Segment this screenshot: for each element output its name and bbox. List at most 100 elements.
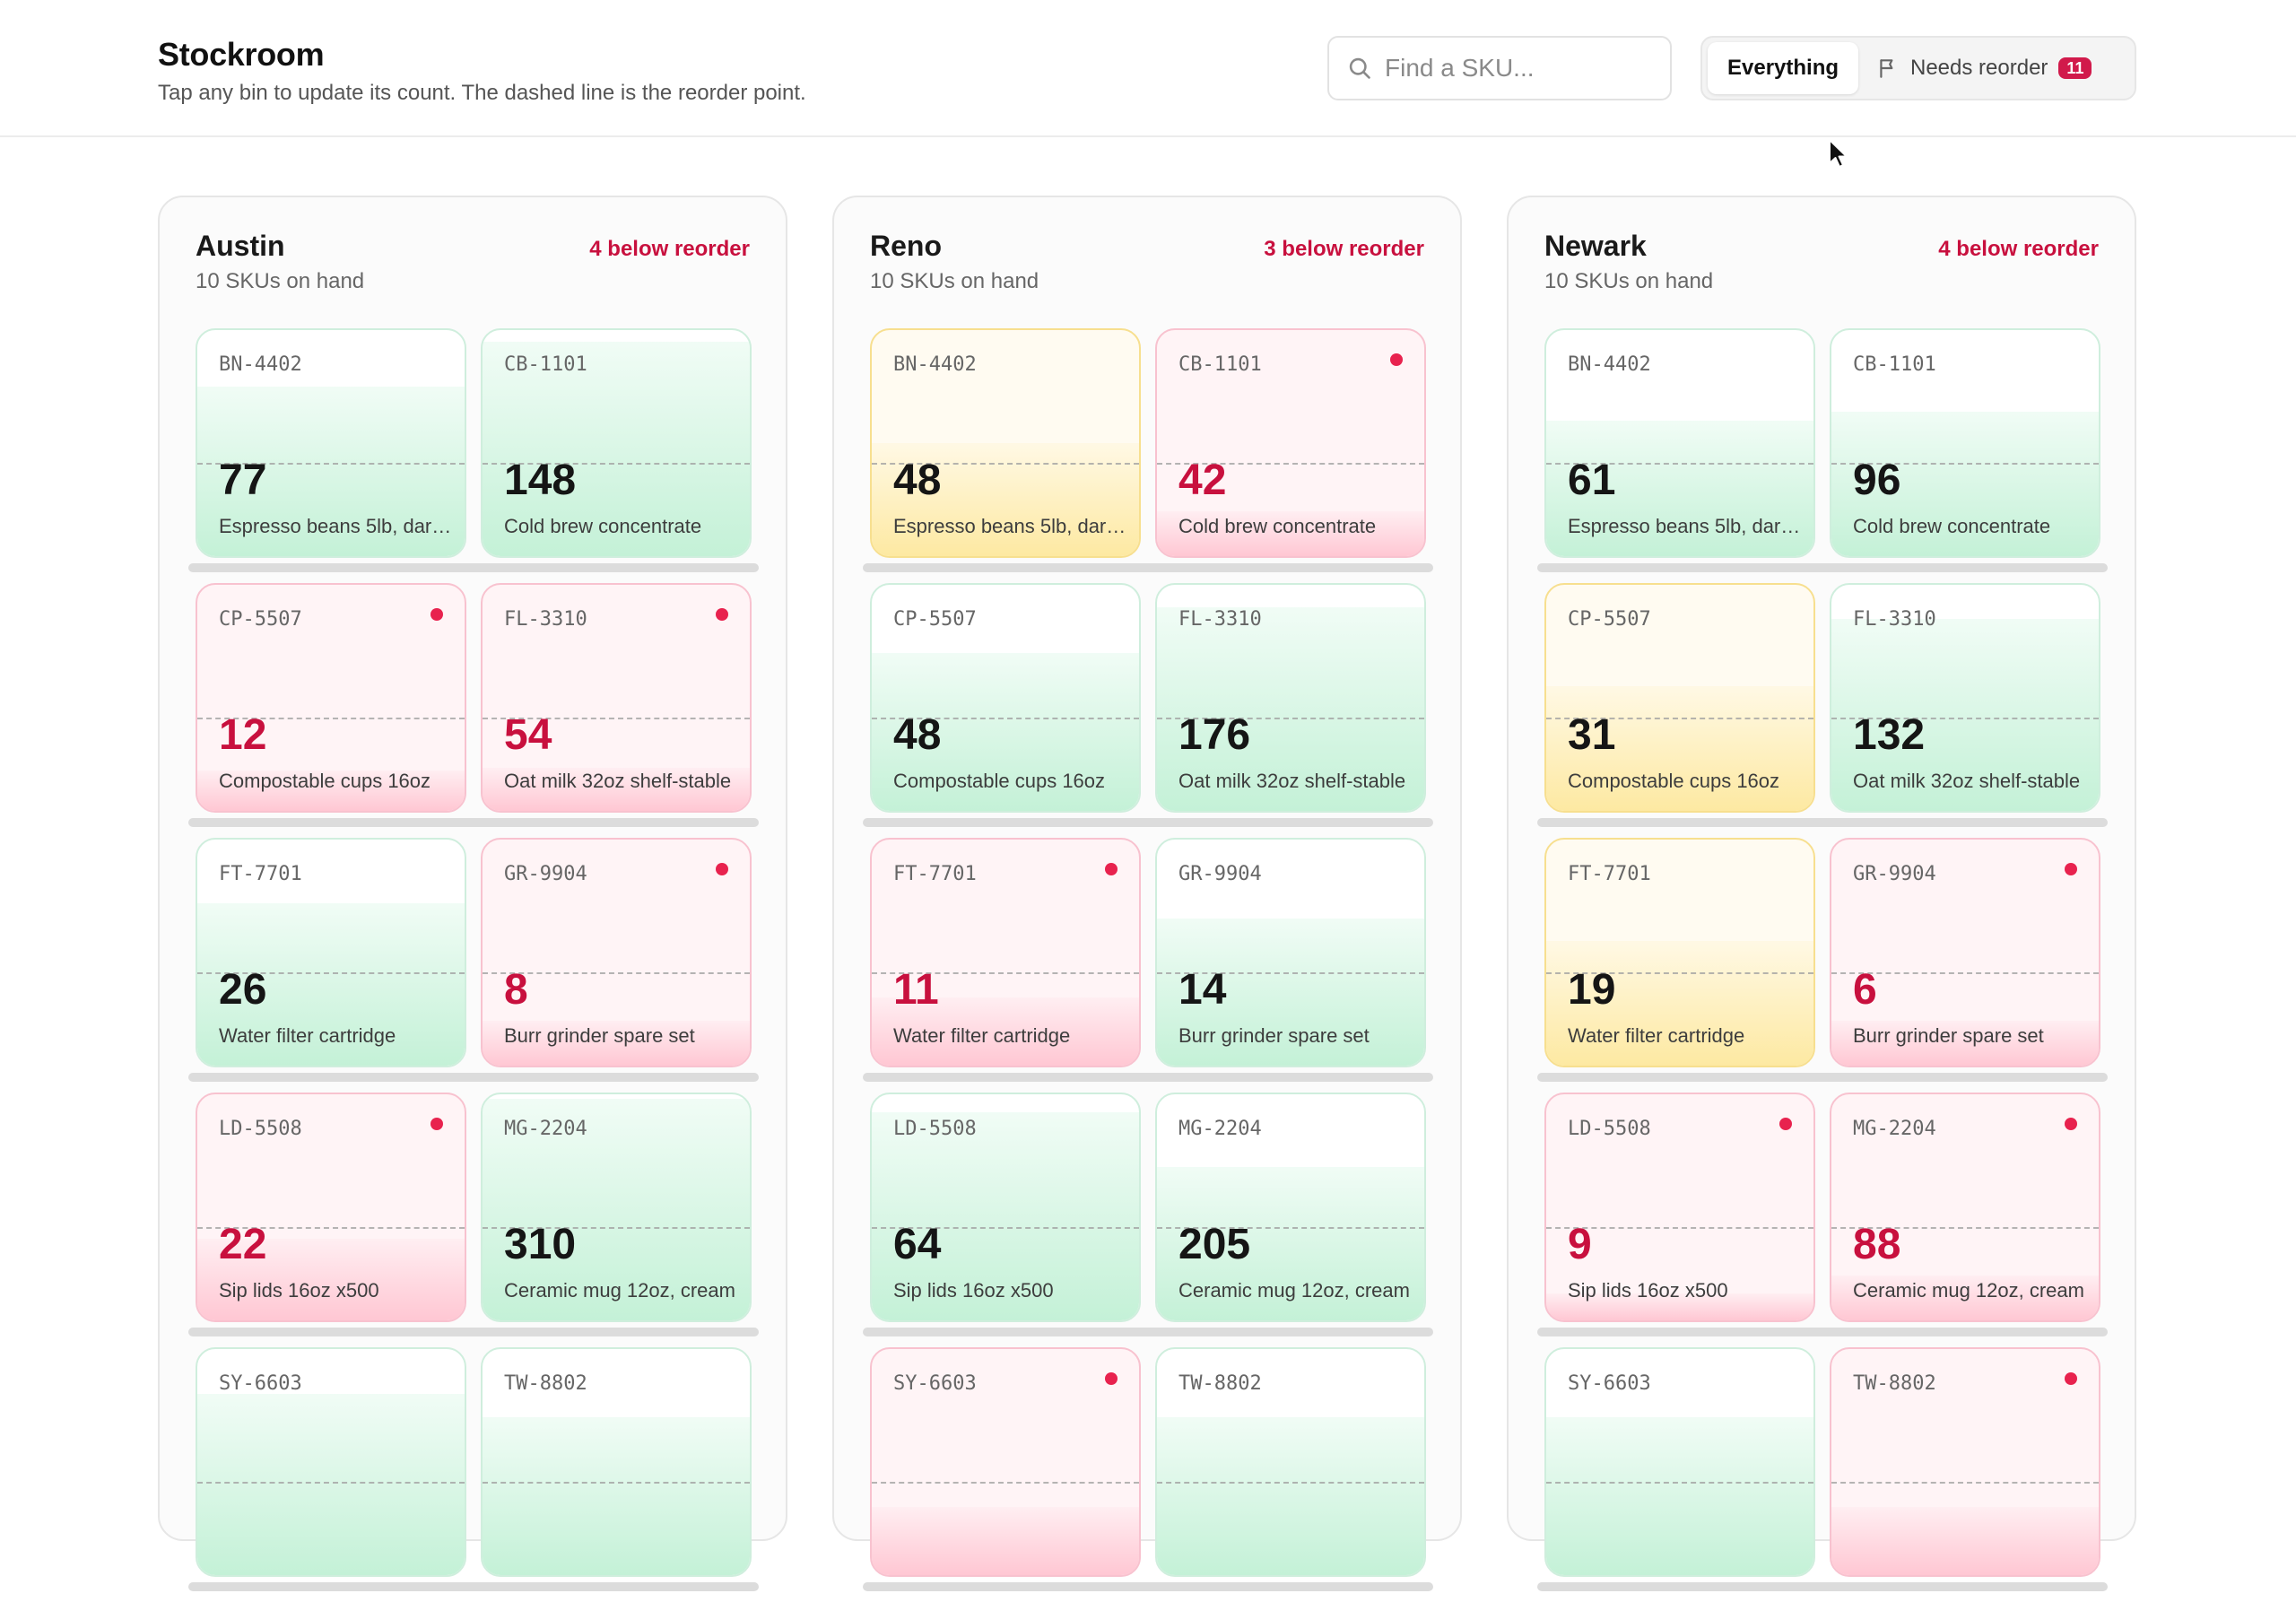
- bin-description: Espresso beans 5lb, dark roast: [1568, 515, 1803, 537]
- bin-sku: CP-5507: [1568, 608, 1651, 631]
- bin-sku: LD-5508: [893, 1118, 977, 1140]
- stock-bin[interactable]: TW-8802: [1830, 1347, 2100, 1577]
- reorder-point-line: [483, 463, 750, 465]
- bin-description: Ceramic mug 12oz, cream: [1178, 1279, 1410, 1302]
- filter-needs-reorder-label: Needs reorder: [1910, 56, 2048, 80]
- bin-description: Ceramic mug 12oz, cream: [1853, 1279, 2084, 1302]
- flag-icon: [1880, 59, 1893, 78]
- search-icon: [1349, 57, 1370, 79]
- stock-bin[interactable]: MG-2204 310 Ceramic mug 12oz, cream: [481, 1093, 752, 1322]
- shelf-divider: [863, 1328, 1433, 1336]
- bin-sku: CP-5507: [893, 608, 977, 631]
- bin-sku: MG-2204: [504, 1118, 587, 1140]
- shelf-row: FT-7701 19 Water filter cartridge GR-9904 6 B…: [1537, 838, 2108, 1093]
- bin-sku: FL-3310: [1853, 608, 1936, 631]
- reorder-alert-dot: [1105, 1372, 1118, 1385]
- stock-bin[interactable]: TW-8802: [1155, 1347, 1426, 1577]
- bin-sku: CB-1101: [504, 353, 587, 376]
- stock-bin[interactable]: FT-7701 19 Water filter cartridge: [1544, 838, 1815, 1067]
- reorder-alert-dot: [1390, 353, 1403, 366]
- bin-quantity: 8: [504, 966, 528, 1014]
- warehouse-name: Austin: [196, 230, 285, 262]
- stock-bin[interactable]: CP-5507 48 Compostable cups 16oz: [870, 583, 1141, 813]
- stock-bin[interactable]: SY-6603: [1544, 1347, 1815, 1577]
- stock-level-fill: [197, 1239, 465, 1320]
- stock-bin[interactable]: GR-9904 8 Burr grinder spare set: [481, 838, 752, 1067]
- bin-description: Sip lids 16oz x500: [1568, 1279, 1728, 1302]
- search-input[interactable]: [1385, 54, 1654, 83]
- stock-bin[interactable]: MG-2204 88 Ceramic mug 12oz, cream: [1830, 1093, 2100, 1322]
- bin-sku: TW-8802: [1178, 1372, 1262, 1395]
- stock-level-fill: [483, 768, 750, 811]
- reorder-alert-dot: [716, 608, 728, 621]
- stock-bin[interactable]: CP-5507 31 Compostable cups 16oz: [1544, 583, 1815, 813]
- warehouse-reorder-alert: 3 below reorder: [1264, 237, 1424, 261]
- stock-bin[interactable]: SY-6603: [196, 1347, 466, 1577]
- bin-quantity: 132: [1853, 711, 1926, 759]
- search-box[interactable]: [1327, 36, 1672, 100]
- bin-sku: FL-3310: [1178, 608, 1262, 631]
- warehouse-name: Newark: [1544, 230, 1647, 262]
- bin-sku: BN-4402: [893, 353, 977, 376]
- reorder-point-line: [1546, 1227, 1813, 1229]
- stock-bin[interactable]: CB-1101 42 Cold brew concentrate: [1155, 328, 1426, 558]
- stock-bin[interactable]: MG-2204 205 Ceramic mug 12oz, cream: [1155, 1093, 1426, 1322]
- bin-quantity: 31: [1568, 711, 1616, 759]
- bin-description: Sip lids 16oz x500: [219, 1279, 379, 1302]
- reorder-point-line: [1157, 463, 1424, 465]
- stock-bin[interactable]: FL-3310 132 Oat milk 32oz shelf-stable: [1830, 583, 2100, 813]
- bin-sku: GR-9904: [1178, 863, 1262, 885]
- shelf-divider: [188, 563, 759, 572]
- stock-level-fill: [1157, 510, 1424, 556]
- stock-bin[interactable]: GR-9904 14 Burr grinder spare set: [1155, 838, 1426, 1067]
- stock-bin[interactable]: LD-5508 22 Sip lids 16oz x500: [196, 1093, 466, 1322]
- stock-bin[interactable]: CP-5507 12 Compostable cups 16oz: [196, 583, 466, 813]
- reorder-point-line: [1831, 463, 2099, 465]
- shelf-row: BN-4402 48 Espresso beans 5lb, dark roast C…: [863, 328, 1433, 583]
- reorder-point-line: [483, 1482, 750, 1484]
- bin-quantity: 26: [219, 966, 267, 1014]
- stock-bin[interactable]: FL-3310 54 Oat milk 32oz shelf-stable: [481, 583, 752, 813]
- bin-description: Cold brew concentrate: [1178, 515, 1377, 537]
- bin-sku: TW-8802: [504, 1372, 587, 1395]
- stock-bin[interactable]: TW-8802: [481, 1347, 752, 1577]
- stock-bin[interactable]: GR-9904 6 Burr grinder spare set: [1830, 838, 2100, 1067]
- reorder-point-line: [1157, 718, 1424, 719]
- bin-sku: CB-1101: [1853, 353, 1936, 376]
- stock-bin[interactable]: BN-4402 61 Espresso beans 5lb, dark roast: [1544, 328, 1815, 558]
- mouse-cursor-icon: [1829, 139, 1848, 168]
- shelf-row: BN-4402 61 Espresso beans 5lb, dark roast C…: [1537, 328, 2108, 583]
- bin-sku: MG-2204: [1853, 1118, 1936, 1140]
- stock-bin[interactable]: LD-5508 9 Sip lids 16oz x500: [1544, 1093, 1815, 1322]
- stock-level-fill: [1546, 1293, 1813, 1320]
- bin-description: Water filter cartridge: [1568, 1024, 1745, 1047]
- warehouse-card: Austin 10 SKUs on hand 4 below reorder BN-4…: [158, 196, 787, 1591]
- stock-bin[interactable]: SY-6603: [870, 1347, 1141, 1577]
- stock-bin[interactable]: CB-1101 148 Cold brew concentrate: [481, 328, 752, 558]
- bin-sku: SY-6603: [1568, 1372, 1651, 1395]
- bin-description: Burr grinder spare set: [1853, 1024, 2044, 1047]
- stock-bin[interactable]: FT-7701 26 Water filter cartridge: [196, 838, 466, 1067]
- reorder-point-line: [1157, 1482, 1424, 1484]
- stock-bin[interactable]: FL-3310 176 Oat milk 32oz shelf-stable: [1155, 583, 1426, 813]
- reorder-alert-dot: [2065, 1118, 2077, 1130]
- reorder-point-line: [197, 463, 465, 465]
- reorder-point-line: [872, 1227, 1139, 1229]
- stock-bin[interactable]: LD-5508 64 Sip lids 16oz x500: [870, 1093, 1141, 1322]
- stock-level-fill: [1831, 618, 2099, 811]
- stock-bin[interactable]: BN-4402 77 Espresso beans 5lb, dark roast: [196, 328, 466, 558]
- bin-description: Oat milk 32oz shelf-stable: [504, 770, 732, 792]
- warehouse-card: Newark 10 SKUs on hand 4 below reorder BN-4…: [1507, 196, 2136, 1591]
- stock-bin[interactable]: BN-4402 48 Espresso beans 5lb, dark roast: [870, 328, 1141, 558]
- reorder-point-line: [197, 1482, 465, 1484]
- shelf-divider: [188, 1328, 759, 1336]
- bin-description: Espresso beans 5lb, dark roast: [893, 515, 1128, 537]
- filter-needs-reorder-button[interactable]: Needs reorder 11: [1858, 42, 2109, 94]
- bin-description: Cold brew concentrate: [1853, 515, 2051, 537]
- bin-description: Cold brew concentrate: [504, 515, 702, 537]
- stock-bin[interactable]: FT-7701 11 Water filter cartridge: [870, 838, 1141, 1067]
- reorder-point-line: [1831, 1227, 2099, 1229]
- stock-bin[interactable]: CB-1101 96 Cold brew concentrate: [1830, 328, 2100, 558]
- filter-everything-button[interactable]: Everything: [1708, 42, 1858, 94]
- bin-description: Oat milk 32oz shelf-stable: [1178, 770, 1406, 792]
